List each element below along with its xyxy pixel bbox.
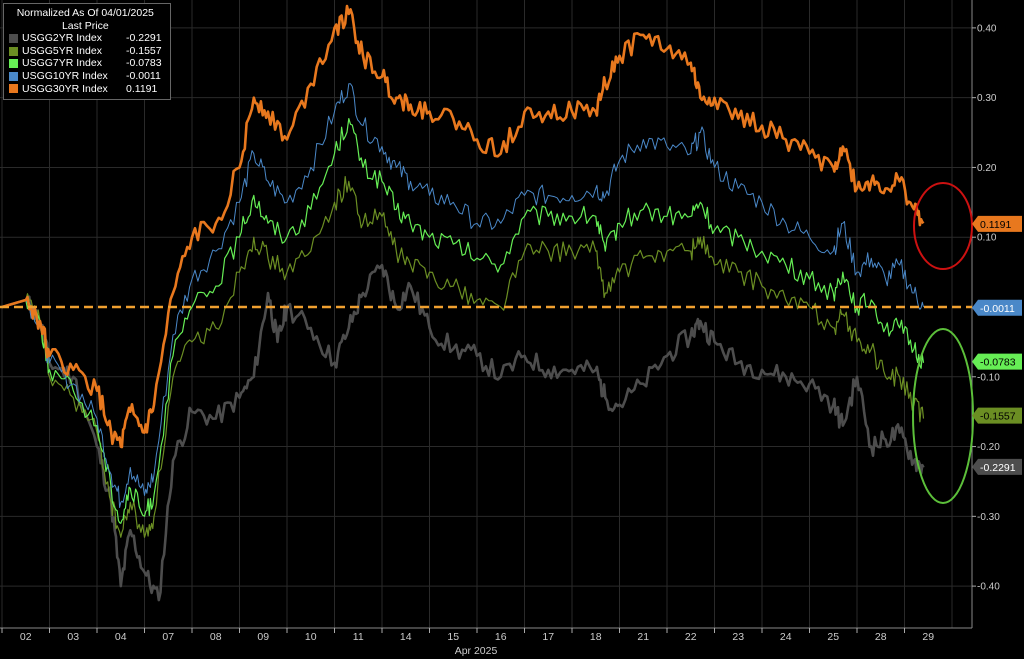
- legend-entry: USGG10YR Index -0.0011: [9, 70, 162, 83]
- last-price-badges: -0.2291 -0.1557 -0.0783 -0.0011 0.1191: [972, 215, 1022, 475]
- x-axis: 02 03 04 07 08 09 10 11 14 15 16 17 18 21 22 23 24 25 28 29: [1, 628, 934, 643]
- y-tick-label: 0.40: [977, 23, 997, 34]
- x-tick-label: 22: [685, 631, 697, 643]
- legend-last-price: 0.1191: [126, 82, 158, 95]
- legend-series-name: USGG30YR Index: [22, 82, 108, 95]
- legend-entry: USGG5YR Index -0.1557: [9, 45, 162, 58]
- y-tick-label: 0.30: [977, 93, 997, 104]
- legend-swatch: [9, 59, 18, 69]
- y-axis: 0.40 0.30 0.20 0.10 -0.10 -0.20 -0.30 -0.40: [972, 23, 1000, 593]
- x-tick-label: 25: [827, 631, 839, 643]
- badge-value: 0.1191: [980, 219, 1011, 231]
- y-tick-label: -0.10: [977, 372, 1000, 383]
- x-tick-label: 23: [732, 631, 744, 643]
- grid: [0, 0, 973, 629]
- series-line-usgg10yr: [1, 83, 924, 508]
- badge-shape: [972, 407, 1022, 424]
- legend-header: Last Price: [61, 19, 109, 32]
- series-line-usgg30yr: [1, 4, 925, 449]
- badge-usgg2yr: -0.2291: [972, 458, 1022, 475]
- x-tick-label: 10: [305, 631, 317, 643]
- badge-value: -0.0011: [980, 303, 1015, 315]
- x-tick-label: 04: [115, 631, 127, 643]
- badge-shape: [972, 299, 1022, 316]
- x-tick-label: 07: [162, 631, 174, 643]
- chart-title: Normalized As Of 04/01/2025: [16, 7, 154, 19]
- x-tick-label: 24: [780, 631, 792, 643]
- badge-usgg30yr: 0.1191: [972, 215, 1022, 232]
- legend-series-name: USGG5YR Index: [22, 44, 102, 57]
- legend-last-price: -0.2291: [126, 32, 162, 45]
- y-tick-label: 0.20: [977, 163, 997, 174]
- x-tick-label: 17: [542, 631, 554, 643]
- badge-shape: [972, 353, 1022, 370]
- y-tick-label: 0.10: [977, 233, 997, 244]
- series-line-usgg5yr: [1, 176, 925, 538]
- legend-entry: USGG2YR Index -0.2291: [9, 32, 162, 45]
- badge-usgg5yr: -0.1557: [972, 407, 1022, 424]
- badge-usgg10yr: -0.0011: [972, 299, 1022, 316]
- legend: Normalized As Of 04/01/2025 Last Price U…: [3, 3, 171, 101]
- legend-swatch: [9, 71, 18, 81]
- x-tick-label: 02: [20, 631, 32, 643]
- x-tick-label: 03: [67, 631, 79, 643]
- series-line-usgg7yr: [1, 118, 925, 524]
- legend-swatch: [9, 84, 18, 94]
- badge-value: -0.1557: [980, 411, 1016, 423]
- series-line-usgg2yr: [1, 263, 925, 602]
- highlight-circle-30yr: [913, 182, 973, 270]
- x-tick-label: 29: [922, 631, 934, 643]
- x-tick-label: 16: [495, 631, 507, 643]
- x-tick-label: 09: [257, 631, 269, 643]
- y-tick-label: -0.30: [977, 512, 1000, 523]
- legend-last-price: -0.0783: [126, 57, 162, 70]
- legend-last-price: -0.0011: [126, 69, 161, 82]
- x-tick-label: 08: [210, 631, 222, 643]
- badge-usgg7yr: -0.0783: [972, 353, 1022, 370]
- y-tick-label: -0.20: [977, 442, 1000, 453]
- badge-value: -0.2291: [980, 462, 1016, 474]
- legend-last-price: -0.1557: [126, 44, 162, 57]
- x-tick-label: 11: [353, 631, 364, 643]
- badge-shape: [972, 458, 1022, 475]
- x-tick-label: 28: [875, 631, 887, 643]
- badge-value: -0.0783: [980, 357, 1016, 369]
- x-tick-label: 18: [590, 631, 602, 643]
- x-tick-label: 14: [400, 631, 412, 643]
- legend-series-name: USGG10YR Index: [22, 69, 108, 82]
- legend-entry: USGG30YR Index 0.1191: [9, 83, 162, 96]
- legend-swatch: [9, 46, 18, 56]
- legend-series-name: USGG7YR Index: [22, 57, 102, 70]
- x-tick-label: 15: [447, 631, 459, 643]
- x-axis-label: Apr 2025: [455, 645, 498, 657]
- x-tick-label: 21: [637, 631, 649, 643]
- y-tick-label: -0.40: [977, 582, 1000, 593]
- badge-shape: [972, 215, 1022, 232]
- series-lines: [1, 4, 925, 602]
- legend-series-name: USGG2YR Index: [22, 32, 102, 45]
- legend-swatch: [9, 33, 18, 43]
- legend-entry: USGG7YR Index -0.0783: [9, 57, 162, 70]
